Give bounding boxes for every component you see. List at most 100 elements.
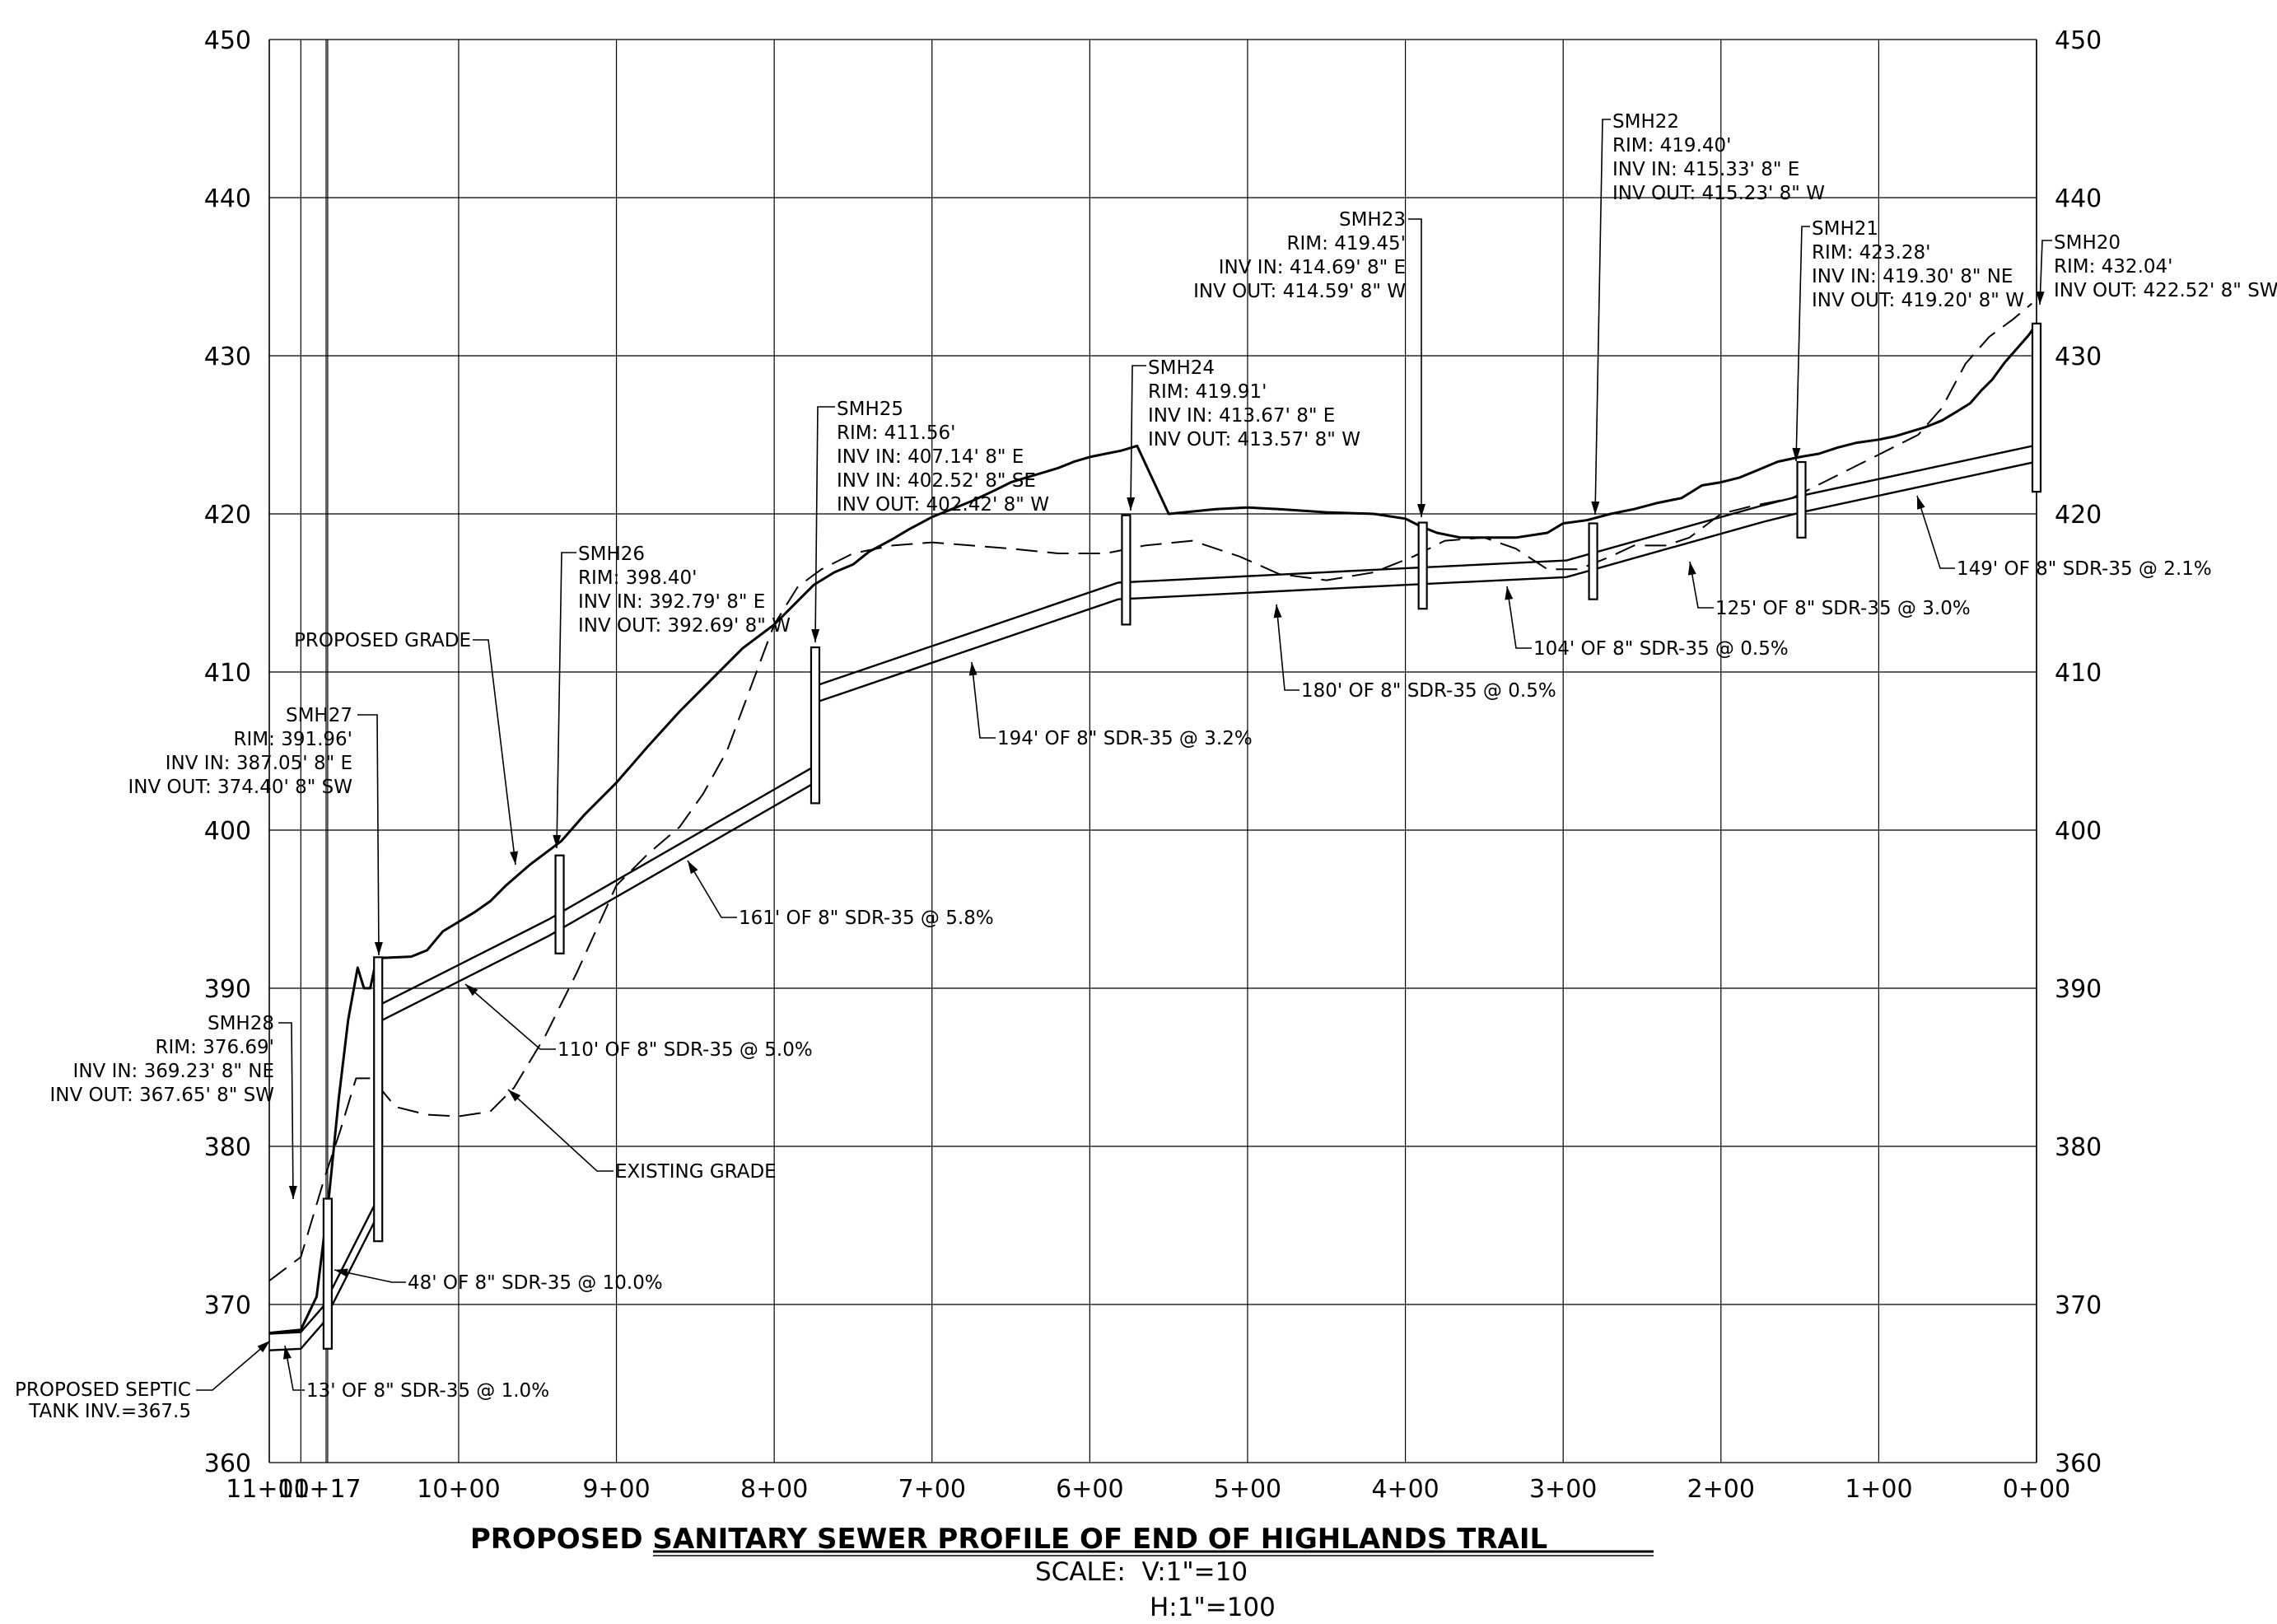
pipe-label-149-line: 149' OF 8" SDR-35 @ 2.1% — [1957, 558, 2212, 580]
x-tick-label: 0+00 — [2003, 1475, 2070, 1504]
x-tick-label: 8+00 — [740, 1475, 808, 1504]
smh25-label-line: INV IN: 402.52' 8" SE — [837, 470, 1036, 492]
y-tick-label-right: 450 — [2055, 26, 2102, 55]
smh28-label-line: INV IN: 369.23' 8" NE — [73, 1061, 274, 1082]
smh25-leader-arrowhead — [811, 628, 820, 642]
pipe-label-110-line: 110' OF 8" SDR-35 @ 5.0% — [558, 1039, 813, 1061]
smh27-leader — [357, 714, 380, 956]
sewer-pipe — [268, 444, 2037, 1351]
x-axis-labels: 0+00 1+00 2+00 3+00 4+00 5+00 6+00 7+00 8+00 9+00… — [226, 1475, 2070, 1504]
scale-horizontal: H:1"=100 — [1150, 1593, 1276, 1622]
smh26-leader — [556, 552, 576, 849]
smh24-label-line: RIM: 419.91' — [1148, 381, 1267, 403]
smh21-leader-arrowhead — [1792, 447, 1801, 461]
y-tick-label-right: 380 — [2055, 1133, 2102, 1162]
smh24-leader — [1130, 365, 1146, 511]
smh27-label-line: SMH27 — [286, 705, 352, 726]
pipe-label-194-line: 194' OF 8" SDR-35 @ 3.2% — [997, 728, 1253, 749]
smh22-label-line: INV OUT: 415.23' 8" W — [1612, 183, 1825, 204]
smh22-label-line: SMH22 — [1612, 111, 1679, 133]
grid — [268, 39, 2037, 1463]
smh28-label-line: INV OUT: 367.65' 8" SW — [49, 1085, 274, 1106]
smh20-label-line: RIM: 432.04' — [2054, 256, 2172, 278]
pipe-label-180-line: 180' OF 8" SDR-35 @ 0.5% — [1301, 680, 1556, 702]
x-tick-label: 3+00 — [1529, 1475, 1597, 1504]
pipe-label-104: 104' OF 8" SDR-35 @ 0.5% — [1533, 638, 1789, 660]
smh24-label-line: SMH24 — [1148, 357, 1215, 379]
smh21-label-line: RIM: 423.28' — [1812, 242, 1930, 264]
existing-grade-label: EXISTING GRADE — [615, 1161, 777, 1183]
manhole — [1417, 521, 1428, 610]
x-tick-label: 7+00 — [898, 1475, 966, 1504]
pipe-label-104-leader-arrowhead — [1505, 586, 1514, 600]
manhole — [554, 854, 565, 954]
x-tick-label: 11+00 — [226, 1475, 309, 1504]
smh24-label-line: INV IN: 413.67' 8" E — [1148, 405, 1335, 427]
smh22-leader-arrowhead — [1591, 501, 1600, 515]
smh20-label-line: INV OUT: 422.52' 8" SW — [2054, 280, 2277, 301]
smh28-leader — [278, 1022, 294, 1200]
smh28-leader-arrowhead — [288, 1185, 297, 1199]
pipe-label-110: 110' OF 8" SDR-35 @ 5.0% — [558, 1039, 813, 1061]
pipe-label-194-leader-arrowhead — [968, 662, 978, 676]
pipe-label-48-line: 48' OF 8" SDR-35 @ 10.0% — [408, 1272, 663, 1294]
smh26-leader-arrowhead — [553, 834, 562, 848]
smh20-leader-arrowhead — [2036, 291, 2045, 305]
x-tick-label: 9+00 — [582, 1475, 650, 1504]
drawing-title: PROPOSED SANITARY SEWER PROFILE OF END O… — [470, 1523, 1547, 1556]
x-tick-label: 5+00 — [1214, 1475, 1281, 1504]
x-tick-label: 6+00 — [1056, 1475, 1123, 1504]
proposed-grade-leader-arrowhead — [510, 851, 519, 865]
smh27-label: SMH27 RIM: 391.96' INV IN: 387.05' 8" E INV… — [128, 705, 352, 798]
x-tick-label: 2+00 — [1687, 1475, 1755, 1504]
manhole — [1121, 514, 1132, 626]
smh27-label-line: INV OUT: 374.40' 8" SW — [128, 777, 352, 798]
x-tick-label: 1+00 — [1845, 1475, 1912, 1504]
y-tick-label-right: 430 — [2055, 343, 2102, 371]
smh22-label-line: INV IN: 415.33' 8" E — [1612, 159, 1799, 180]
proposed-grade-leader — [473, 639, 516, 866]
proposed-grade-label: PROPOSED GRADE — [294, 630, 471, 651]
y-tick-label-left: 420 — [204, 501, 251, 530]
y-tick-label-right: 410 — [2055, 659, 2102, 688]
x-tick-label: 10+00 — [417, 1475, 500, 1504]
pipe-label-149-leader — [1916, 495, 1955, 569]
x-tick-label: 4+00 — [1371, 1475, 1439, 1504]
y-tick-label-right: 360 — [2055, 1449, 2102, 1478]
septic-tank-label-line: PROPOSED SEPTIC — [15, 1379, 191, 1401]
pipe-label-149-leader-arrowhead — [1917, 496, 1925, 510]
y-axis-labels: 360 360 370 370 380 380 390 390 400 400 410 410 420 4… — [204, 26, 2102, 1478]
smh24-leader-arrowhead — [1127, 497, 1136, 511]
smh26-label-line: INV IN: 392.79' 8" E — [578, 591, 765, 613]
smh25-label-line: RIM: 411.56' — [837, 422, 955, 444]
pipe-label-161-leader-arrowhead — [688, 861, 698, 875]
y-tick-label-left: 440 — [204, 184, 251, 213]
pipe-label-194-leader — [971, 661, 996, 739]
y-tick-label-left: 370 — [204, 1291, 251, 1320]
smh27-leader-arrowhead — [374, 941, 383, 955]
smh26-label-line: INV OUT: 392.69' 8" W — [578, 615, 791, 637]
y-tick-label-right: 390 — [2055, 975, 2102, 1004]
pipe-label-48-leader-arrowhead — [334, 1268, 348, 1277]
manhole — [2031, 322, 2042, 493]
smh21-label-line: INV IN: 419.30' 8" NE — [1812, 266, 2013, 287]
y-tick-label-left: 430 — [204, 343, 251, 371]
smh25-label-line: INV OUT: 402.42' 8" W — [837, 494, 1049, 516]
smh25-label-line: SMH25 — [837, 399, 903, 420]
pipe-label-161-line: 161' OF 8" SDR-35 @ 5.8% — [739, 908, 994, 929]
smh21-leader — [1795, 226, 1810, 462]
existing-grade-leader-arrowhead — [508, 1090, 521, 1102]
pipe-label-194: 194' OF 8" SDR-35 @ 3.2% — [997, 728, 1253, 749]
y-tick-label-right: 400 — [2055, 817, 2102, 846]
smh23-leader-arrowhead — [1417, 504, 1425, 517]
pipe-label-161: 161' OF 8" SDR-35 @ 5.8% — [739, 908, 994, 929]
